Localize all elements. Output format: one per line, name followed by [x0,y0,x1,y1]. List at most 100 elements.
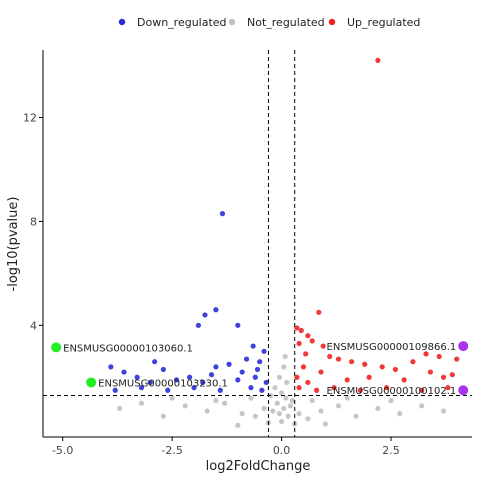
point-down-regulated [251,343,256,348]
x-tick-label: 2.5 [382,444,400,457]
point-not-regulated [441,408,446,413]
point-up-regulated [316,310,321,315]
highlight-point [458,341,468,351]
point-down-regulated [161,367,166,372]
point-up-regulated [305,380,310,385]
x-tick-label: -2.5 [161,444,182,457]
point-up-regulated [380,364,385,369]
point-up-regulated [450,372,455,377]
point-down-regulated [196,323,201,328]
point-not-regulated [336,403,341,408]
point-up-regulated [410,359,415,364]
point-not-regulated [213,398,218,403]
point-up-regulated [367,375,372,380]
point-not-regulated [397,411,402,416]
legend-marker [229,19,235,25]
point-down-regulated [108,364,113,369]
point-not-regulated [318,408,323,413]
point-not-regulated [419,403,424,408]
point-not-regulated [282,354,287,359]
legend-label: Up_regulated [347,16,420,29]
point-not-regulated [353,414,358,419]
point-down-regulated [202,312,207,317]
legend: Down_regulated Not_regulated Up_regulated [119,16,421,29]
point-not-regulated [205,408,210,413]
point-up-regulated [454,356,459,361]
point-up-regulated [345,377,350,382]
legend-label: Down_regulated [137,16,227,29]
point-down-regulated [235,377,240,382]
point-not-regulated [281,406,286,411]
point-not-regulated [279,419,284,424]
point-down-regulated [220,211,225,216]
data-points [108,58,459,428]
point-up-regulated [437,354,442,359]
point-not-regulated [170,395,175,400]
point-not-regulated [283,395,288,400]
highlight-label: ENSMUSG00000100102.1 [327,386,457,397]
point-not-regulated [261,406,266,411]
point-not-regulated [183,403,188,408]
point-not-regulated [286,414,291,419]
point-down-regulated [235,323,240,328]
point-not-regulated [305,416,310,421]
point-up-regulated [349,359,354,364]
point-up-regulated [314,388,319,393]
point-not-regulated [288,403,293,408]
point-up-regulated [327,354,332,359]
point-up-regulated [296,341,301,346]
point-not-regulated [275,401,280,406]
point-up-regulated [301,364,306,369]
highlight-point [458,385,468,395]
point-not-regulated [161,414,166,419]
point-up-regulated [303,351,308,356]
point-down-regulated [213,307,218,312]
y-tick-label: 12 [23,112,37,125]
point-not-regulated [277,411,282,416]
point-up-regulated [321,343,326,348]
point-up-regulated [310,338,315,343]
point-not-regulated [117,406,122,411]
point-not-regulated [240,411,245,416]
point-down-regulated [213,364,218,369]
point-not-regulated [281,364,286,369]
highlight-point [51,342,61,352]
point-down-regulated [152,359,157,364]
highlight-label: ENSMUSG00000103230.1 [98,378,228,389]
highlight-label: ENSMUSG00000103060.1 [63,343,193,354]
y-axis-title: -log10(pvalue) [6,197,21,292]
legend-marker [119,19,125,25]
point-up-regulated [318,369,323,374]
point-down-regulated [257,359,262,364]
point-not-regulated [310,398,315,403]
point-not-regulated [277,375,282,380]
point-up-regulated [402,377,407,382]
point-up-regulated [362,362,367,367]
point-up-regulated [305,333,310,338]
point-down-regulated [259,388,264,393]
point-up-regulated [428,369,433,374]
highlight-point [86,377,96,387]
point-down-regulated [244,356,249,361]
point-not-regulated [139,401,144,406]
point-up-regulated [375,58,380,63]
point-not-regulated [323,421,328,426]
highlight-label: ENSMUSG00000109866.1 [327,342,457,353]
point-not-regulated [388,398,393,403]
point-down-regulated [255,367,260,372]
point-not-regulated [296,411,301,416]
point-not-regulated [279,390,284,395]
point-not-regulated [248,395,253,400]
legend-marker [329,19,335,25]
point-down-regulated [253,375,258,380]
y-tick-label: 4 [30,319,37,332]
point-not-regulated [235,423,240,428]
x-tick-label: -5.0 [52,444,73,457]
point-not-regulated [222,401,227,406]
point-down-regulated [261,349,266,354]
point-not-regulated [375,406,380,411]
point-down-regulated [248,385,253,390]
point-not-regulated [284,380,289,385]
point-down-regulated [209,372,214,377]
